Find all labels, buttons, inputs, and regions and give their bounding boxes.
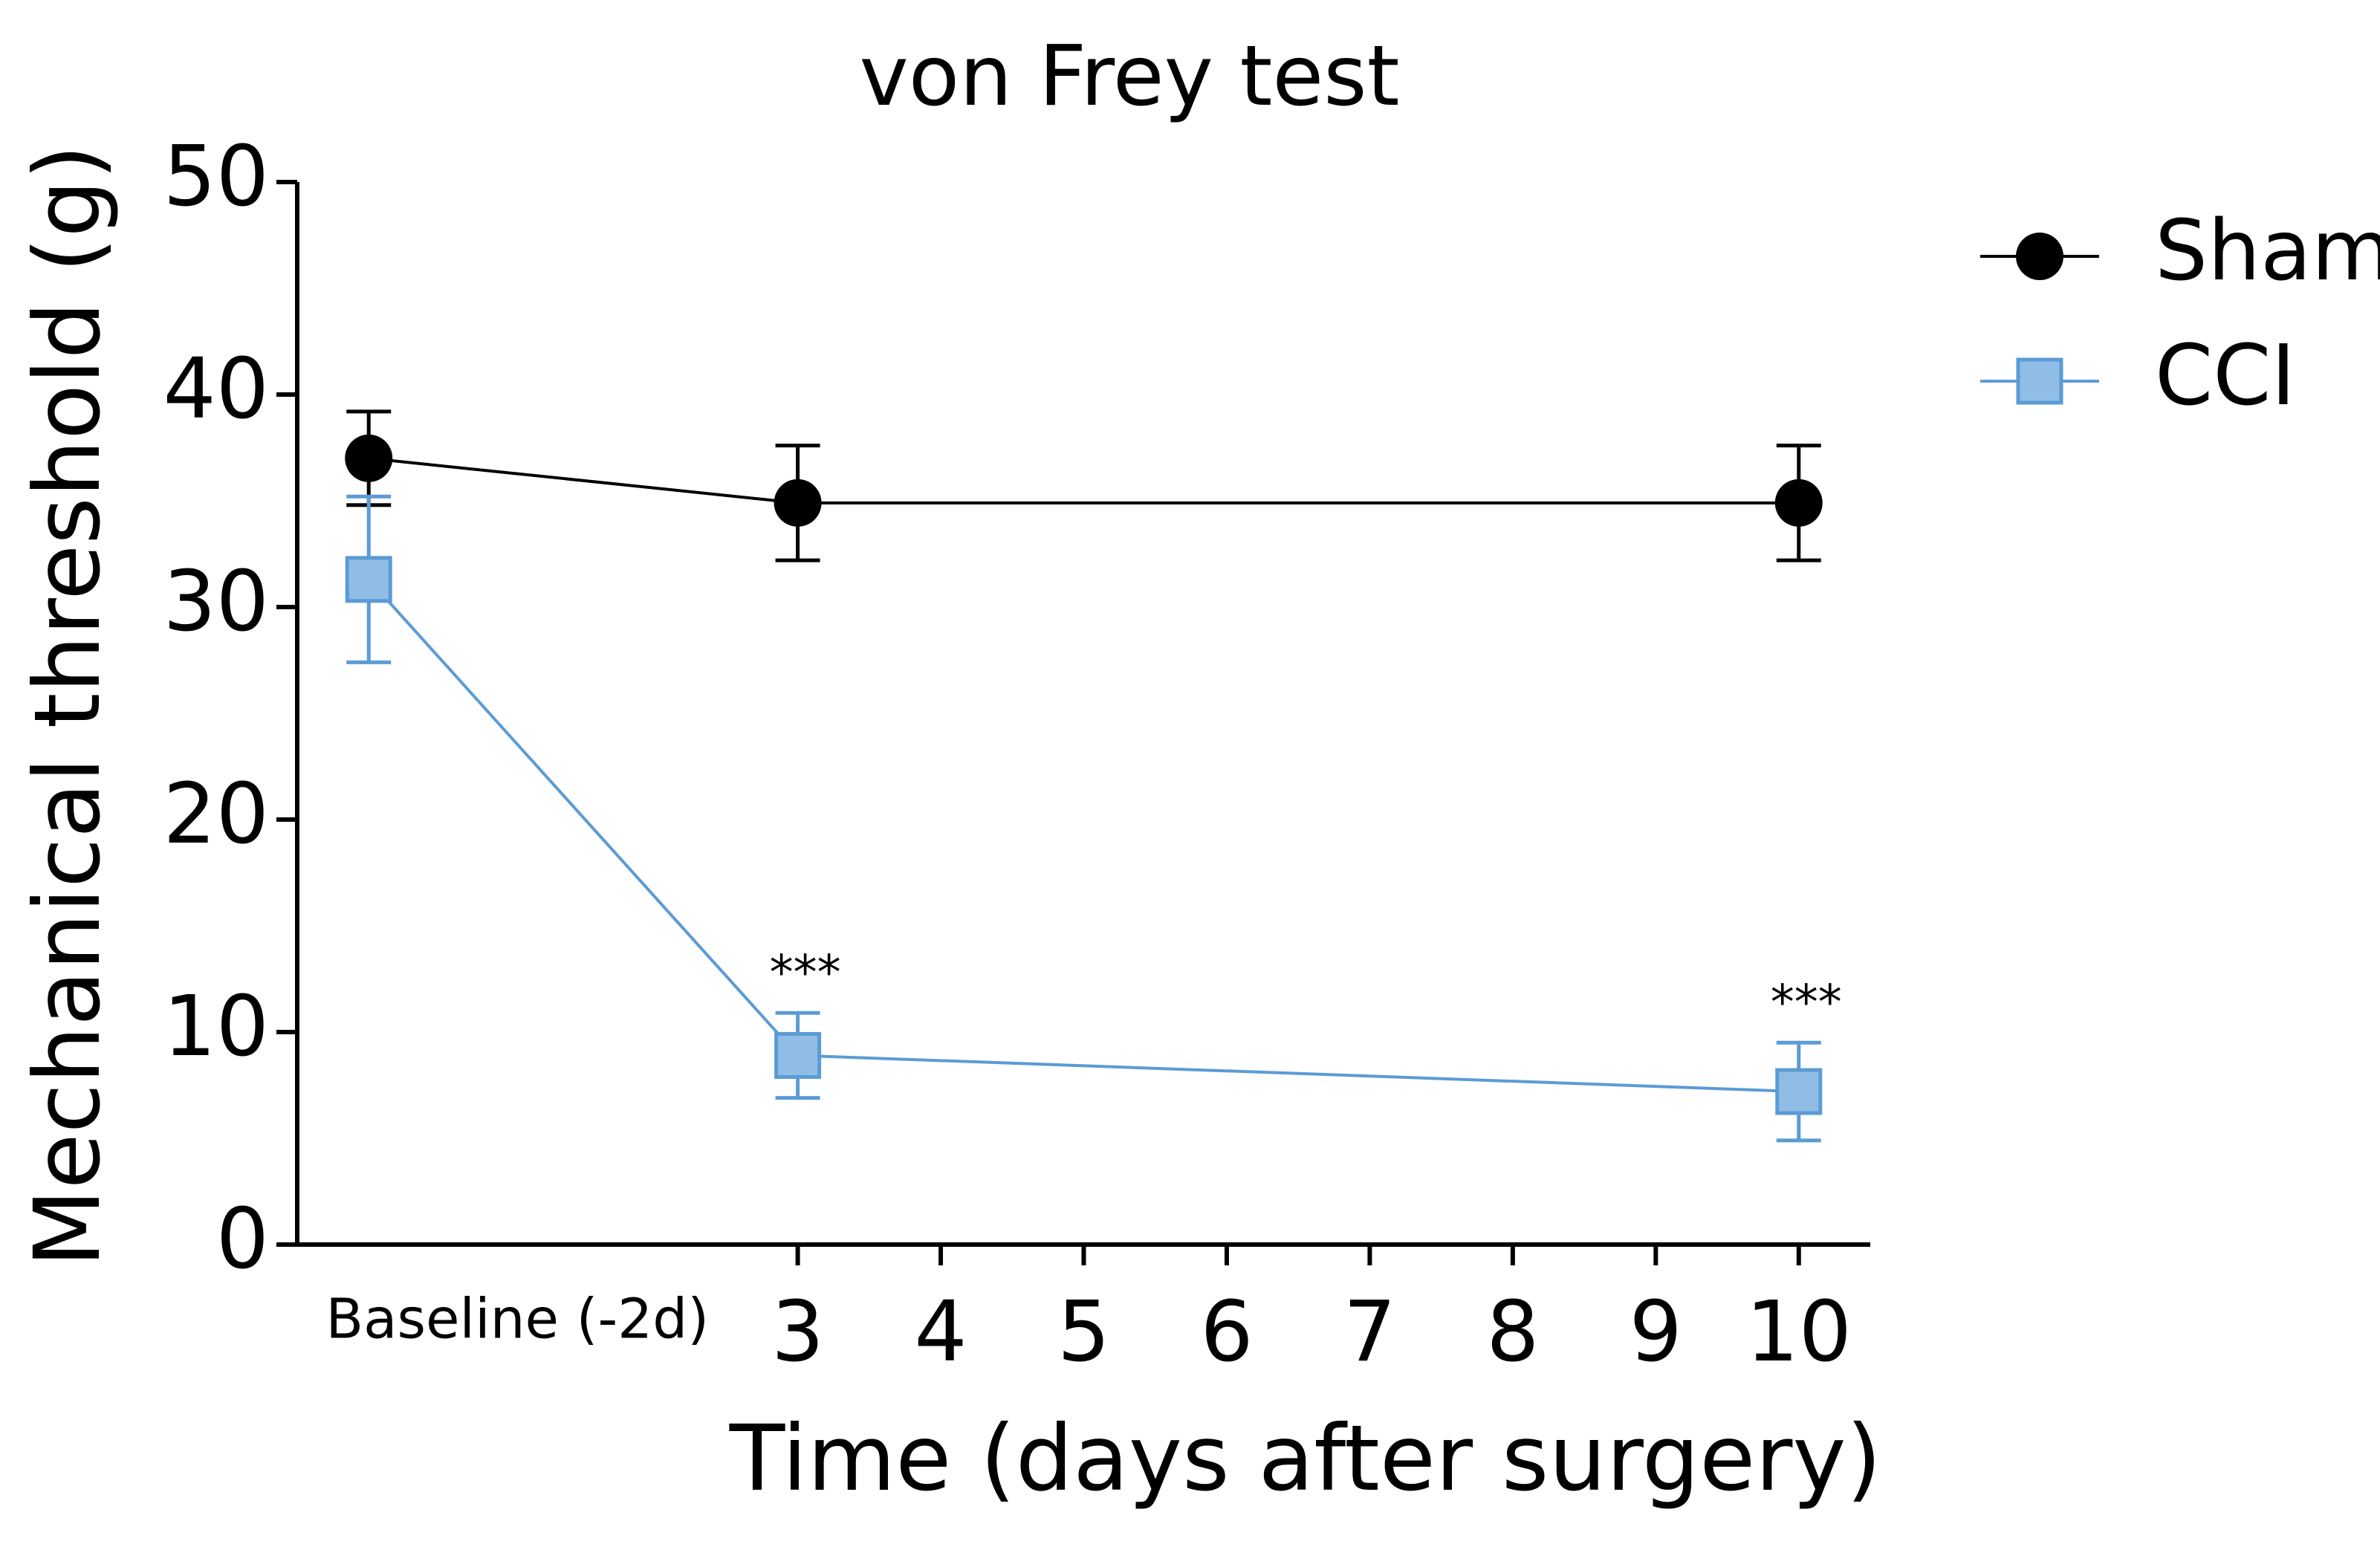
annotation: *** <box>770 946 841 1001</box>
x-tick-label: 5 <box>1057 1284 1110 1381</box>
x-axis-title: Time (days after surgery) <box>729 1406 1881 1511</box>
legend-marker <box>2016 357 2063 405</box>
x-tick-label: 10 <box>1746 1284 1852 1381</box>
chart-title: von Frey test <box>859 28 1399 125</box>
legend-label: CCI <box>2155 328 2295 424</box>
x-tick-label: 4 <box>914 1284 967 1381</box>
point <box>345 434 393 482</box>
point <box>774 1031 822 1079</box>
y-tick-label: 10 <box>163 979 269 1075</box>
point <box>345 556 392 603</box>
y-axis-title: Mechanical threshold (g) <box>15 144 120 1267</box>
y-tick-label: 0 <box>216 1191 269 1288</box>
series-line <box>369 456 1799 505</box>
x-tick-label: 9 <box>1630 1284 1682 1381</box>
y-tick-label: 40 <box>163 341 269 438</box>
x-tick-label: Baseline (-2d) <box>325 1288 709 1352</box>
x-tick-label: 6 <box>1200 1284 1253 1381</box>
point <box>1775 1068 1823 1115</box>
point <box>1774 479 1823 527</box>
y-tick-label: 30 <box>163 554 269 650</box>
y-tick-label: 50 <box>163 129 269 225</box>
x-tick-label: 7 <box>1343 1284 1396 1381</box>
x-tick-label: 8 <box>1486 1284 1539 1381</box>
annotation: *** <box>1771 976 1842 1031</box>
legend-label: Sham <box>2155 203 2380 299</box>
y-tick-label: 20 <box>163 766 269 863</box>
x-tick-label: 3 <box>771 1284 824 1381</box>
point <box>774 479 822 527</box>
legend-marker <box>2016 233 2063 280</box>
series-line <box>367 578 1799 1094</box>
